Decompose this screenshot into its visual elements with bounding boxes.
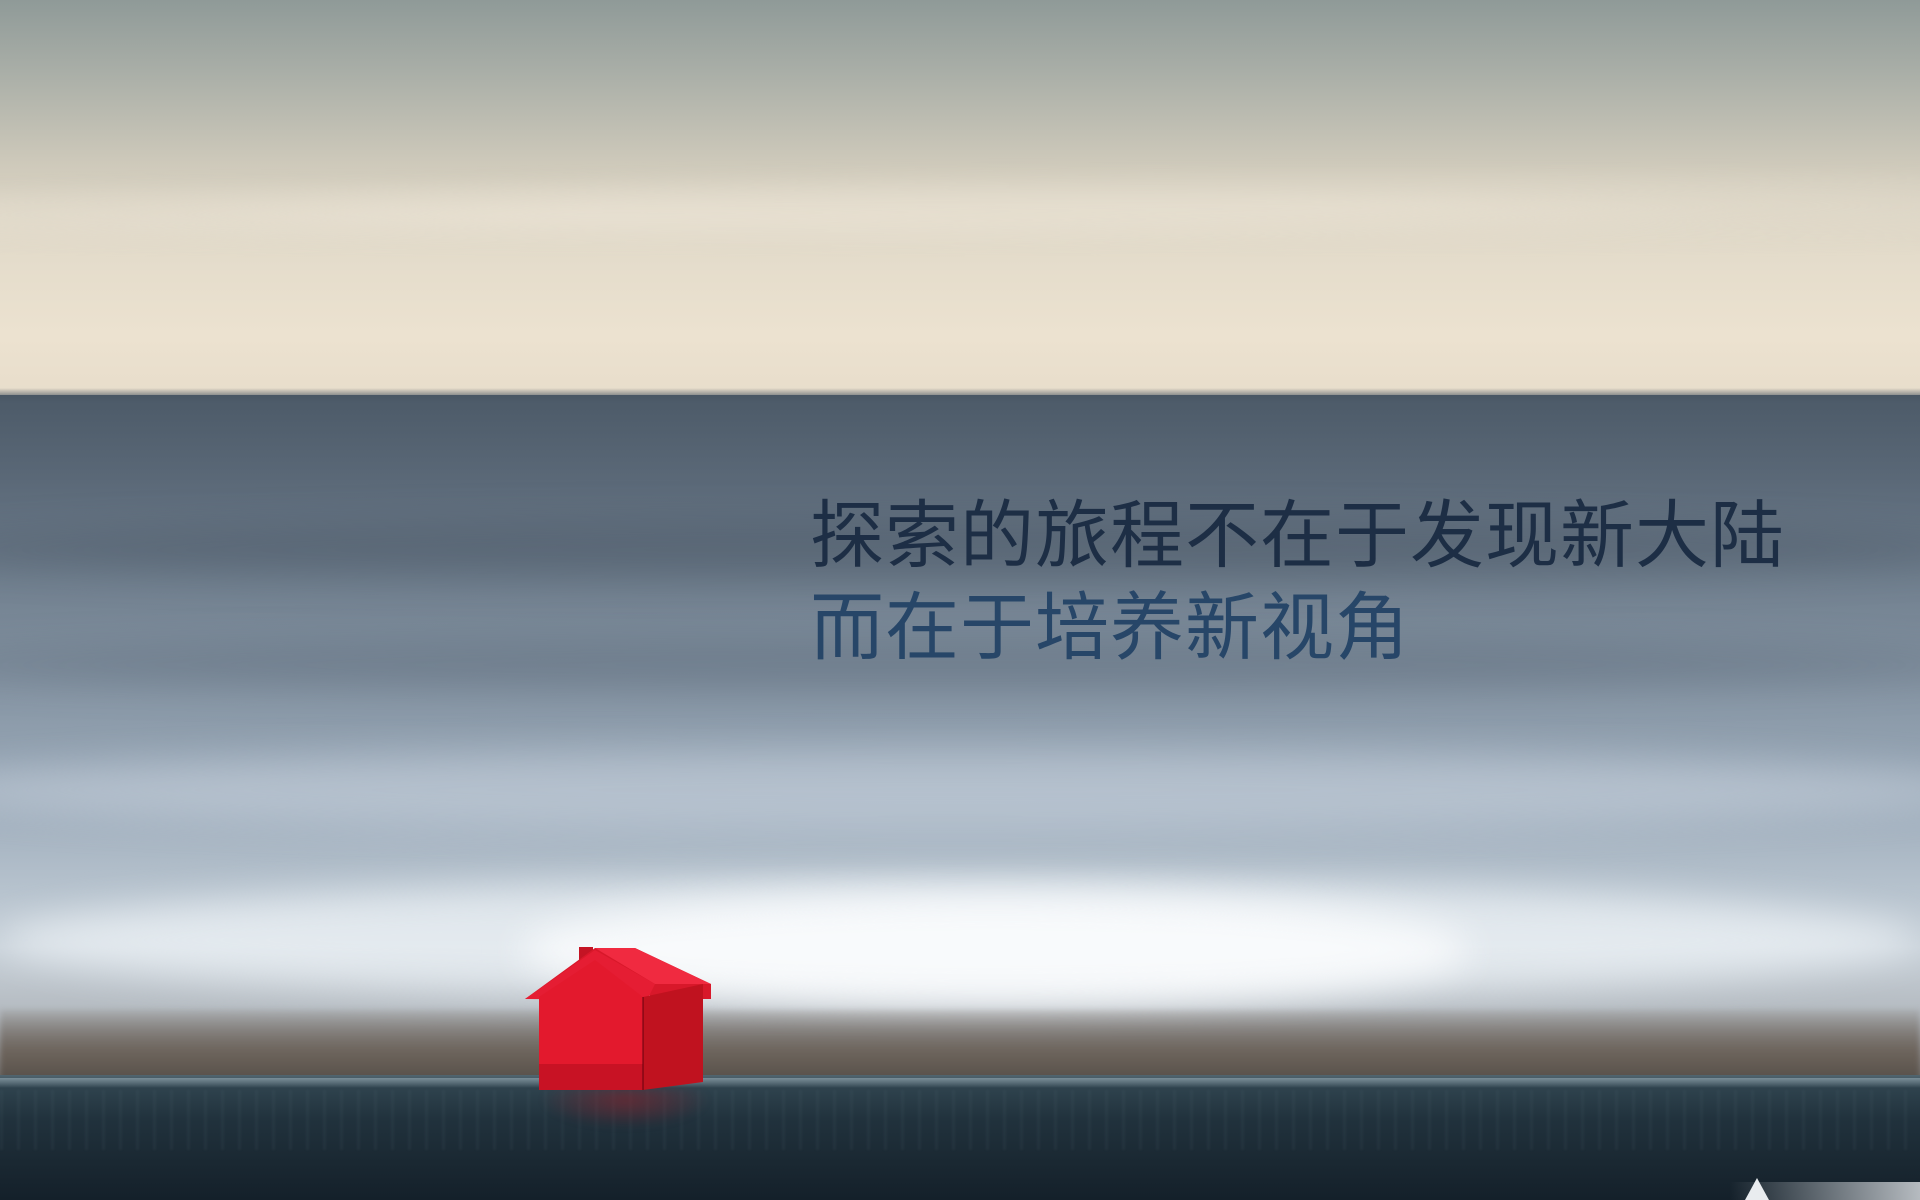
cloud-band [0,170,1920,260]
wave-band [0,520,1920,580]
railing-texture [0,1090,1920,1150]
house-reflection [540,1088,710,1128]
quote-line-1: 探索的旅程不在于发现新大陆 [810,493,1785,579]
quote-block: 探索的旅程不在于发现新大陆 而在于培养新视角 [810,490,1870,674]
corner-triangle-icon [1745,1178,1769,1200]
horizon-line [0,388,1920,402]
corner-fade [1730,1182,1920,1200]
wave-band [0,750,1920,830]
quote-line-2: 而在于培养新视角 [810,585,1410,671]
red-house-icon [525,947,711,1090]
railing-highlight [0,1078,1920,1088]
wave-band [0,640,1920,690]
wet-railing [0,1075,1920,1200]
